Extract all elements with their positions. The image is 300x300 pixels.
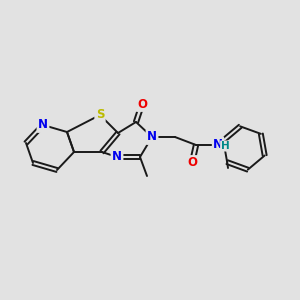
Text: H: H (220, 141, 230, 151)
Text: N: N (213, 137, 223, 151)
Text: S: S (96, 109, 104, 122)
Text: N: N (38, 118, 48, 131)
Text: O: O (137, 98, 147, 110)
Text: N: N (147, 130, 157, 143)
Text: O: O (187, 157, 197, 169)
Text: N: N (112, 151, 122, 164)
